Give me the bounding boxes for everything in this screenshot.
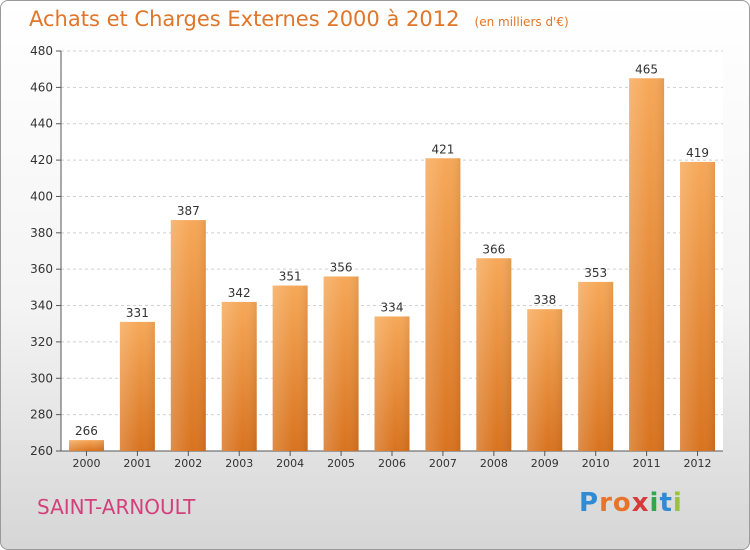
y-tick-label: 280 [30,408,53,422]
y-tick-label: 360 [30,262,53,276]
x-tick-label: 2004 [276,457,304,470]
x-tick-label: 2006 [378,457,406,470]
data-label: 421 [431,142,454,156]
data-label: 342 [228,286,251,300]
data-label: 465 [635,62,658,76]
x-tick-label: 2005 [327,457,355,470]
bar-shade [68,440,104,451]
data-label: 266 [75,424,98,438]
data-label: 387 [177,204,200,218]
data-label: 419 [686,146,709,160]
bar-shade [119,321,155,451]
bar-shade [476,258,512,451]
bar-shade [425,158,461,452]
data-label: 351 [279,270,302,284]
logo-letter: t [659,488,673,518]
x-tick-label: 2003 [225,457,253,470]
logo-letter: r [599,488,613,518]
chart-title-text: Achats et Charges Externes 2000 à 2012 [29,7,460,31]
x-tick-label: 2010 [582,457,610,470]
data-label: 338 [533,293,556,307]
data-label: 331 [126,306,149,320]
bar-shade [170,220,206,451]
x-tick-label: 2000 [72,457,100,470]
bar-shade [272,285,308,451]
logo-letter: x [631,488,650,518]
bar-shade [374,316,410,451]
y-tick-label: 380 [30,226,53,240]
logo-letter: i [672,488,683,518]
y-tick-label: 340 [30,299,53,313]
logo-letter: P [579,488,600,518]
x-tick-label: 2001 [123,457,151,470]
x-tick-label: 2011 [633,457,661,470]
logo-letter: o [612,488,632,518]
bar-shade [578,281,614,451]
x-tick-label: 2002 [174,457,202,470]
y-tick-label: 460 [30,80,53,94]
data-label: 356 [330,260,353,274]
y-tick-label: 420 [30,153,53,167]
logo-letter: i [649,488,660,518]
x-tick-label: 2012 [684,457,712,470]
y-tick-label: 480 [30,44,53,58]
data-label: 366 [482,242,505,256]
chart-title: Achats et Charges Externes 2000 à 2012 (… [29,7,569,31]
bar-shade [680,161,716,451]
bar-shade [527,309,563,451]
x-tick-label: 2009 [531,457,559,470]
y-tick-label: 320 [30,335,53,349]
chart-unit-text: (en milliers d'€) [474,15,569,29]
bar-shade [323,276,359,451]
bar-shade [221,301,257,451]
y-tick-label: 260 [30,444,53,458]
x-tick-label: 2007 [429,457,457,470]
x-tick-label: 2008 [480,457,508,470]
bar-shade [629,78,665,451]
y-tick-label: 440 [30,117,53,131]
data-label: 353 [584,266,607,280]
data-label: 334 [381,300,404,314]
y-tick-label: 400 [30,189,53,203]
y-tick-label: 300 [30,371,53,385]
proxiti-logo: Proxiti [579,488,683,518]
commune-name: SAINT-ARNOULT [37,495,196,519]
